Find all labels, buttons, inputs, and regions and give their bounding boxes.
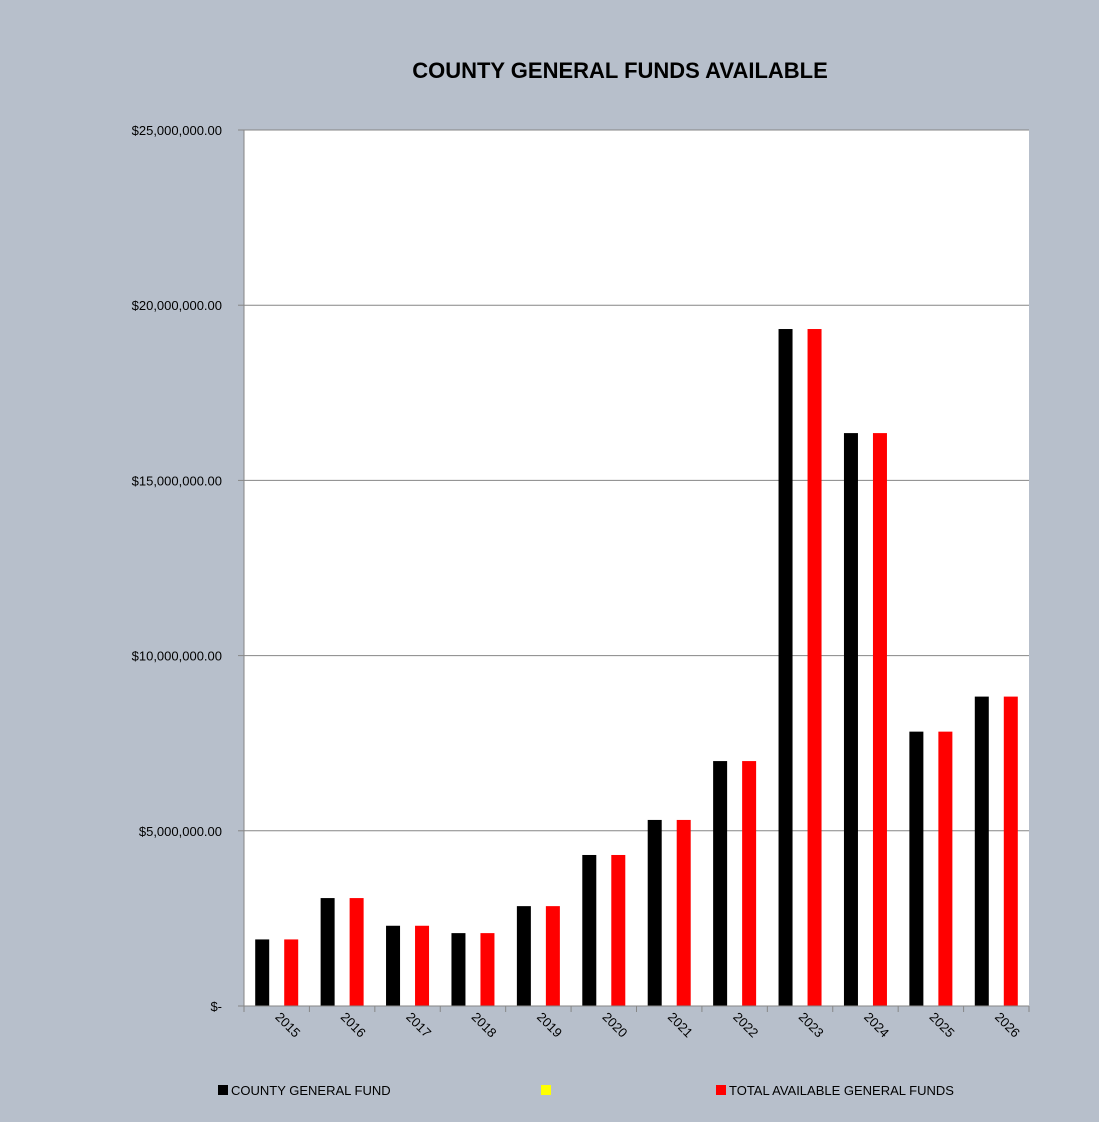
bar (451, 933, 466, 1006)
bar (909, 731, 924, 1006)
bar (938, 731, 953, 1006)
y-tick-labels: $- $5,000,000.00 $10,000,000.00 $15,000,000… (132, 123, 222, 1014)
bar (676, 819, 691, 1006)
legend-label: TOTAL AVAILABLE GENERAL FUNDS (729, 1083, 954, 1098)
bar (320, 898, 335, 1006)
bar (545, 906, 560, 1006)
bar (1003, 696, 1018, 1006)
bar (516, 906, 531, 1006)
bar (255, 939, 270, 1006)
bar (582, 854, 597, 1006)
bar (647, 819, 662, 1006)
y-tick-label: $20,000,000.00 (132, 298, 222, 313)
bar (778, 329, 793, 1006)
y-tick-label: $10,000,000.00 (132, 649, 222, 664)
bar (742, 761, 757, 1006)
legend: COUNTY GENERAL FUND TOTAL AVAILABLE GENER… (218, 1083, 954, 1098)
bars (255, 329, 1018, 1006)
legend-swatch (716, 1085, 726, 1095)
axes (238, 129, 1030, 1012)
bar (807, 329, 822, 1006)
bar (349, 898, 364, 1006)
bar (872, 433, 887, 1006)
bar (843, 433, 858, 1006)
chart-title: COUNTY GENERAL FUNDS AVAILABLE (412, 58, 828, 83)
bar (974, 696, 989, 1006)
legend-swatch (218, 1085, 228, 1095)
y-tick-label: $15,000,000.00 (132, 473, 222, 488)
y-tick-label: $25,000,000.00 (132, 123, 222, 138)
bar (480, 933, 495, 1006)
bar (415, 925, 430, 1006)
bar (284, 939, 299, 1006)
legend-swatch (541, 1085, 551, 1095)
gridlines (244, 129, 1029, 832)
plot-area (244, 130, 1029, 1006)
bar (713, 761, 728, 1006)
y-tick-label: $- (210, 999, 222, 1014)
y-tick-label: $5,000,000.00 (139, 824, 222, 839)
bar (386, 925, 401, 1006)
legend-label: COUNTY GENERAL FUND (231, 1083, 391, 1098)
bar (611, 854, 626, 1006)
